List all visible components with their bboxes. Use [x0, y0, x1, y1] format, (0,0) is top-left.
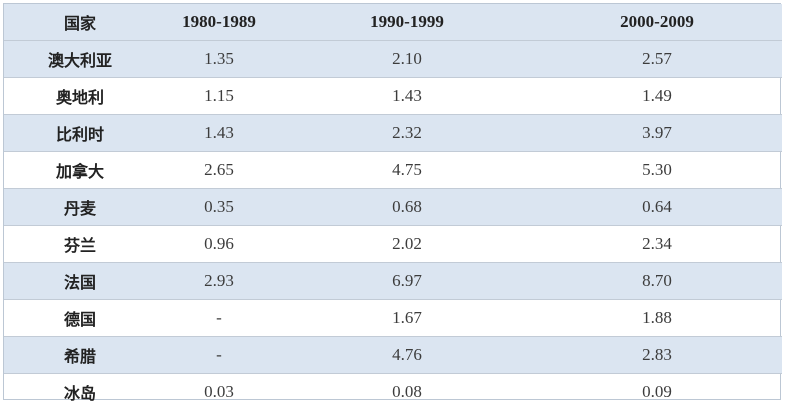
header-1990-1999: 1990-1999 — [282, 4, 532, 41]
value-cell: 4.76 — [282, 337, 532, 374]
header-country: 国家 — [4, 4, 156, 41]
value-cell: 2.57 — [532, 41, 782, 78]
value-cell: 4.75 — [282, 152, 532, 189]
value-cell: 8.70 — [532, 263, 782, 300]
value-cell: 0.09 — [532, 374, 782, 410]
value-cell: 1.43 — [156, 115, 282, 152]
country-cell: 比利时 — [4, 115, 156, 152]
value-cell: 1.43 — [282, 78, 532, 115]
value-cell: 1.88 — [532, 300, 782, 337]
value-cell: 2.93 — [156, 263, 282, 300]
value-cell: 0.03 — [156, 374, 282, 410]
table-header-row: 国家 1980-1989 1990-1999 2000-2009 — [4, 4, 782, 41]
value-cell: 0.08 — [282, 374, 532, 410]
country-cell: 冰岛 — [4, 374, 156, 410]
value-cell: 5.30 — [532, 152, 782, 189]
value-cell: 2.83 — [532, 337, 782, 374]
header-2000-2009: 2000-2009 — [532, 4, 782, 41]
value-cell: - — [156, 337, 282, 374]
value-cell: 0.68 — [282, 189, 532, 226]
header-1980-1989: 1980-1989 — [156, 4, 282, 41]
country-cell: 丹麦 — [4, 189, 156, 226]
value-cell: 0.35 — [156, 189, 282, 226]
value-cell: 1.35 — [156, 41, 282, 78]
value-cell: 1.15 — [156, 78, 282, 115]
value-cell: 6.97 — [282, 263, 532, 300]
country-cell: 法国 — [4, 263, 156, 300]
value-cell: - — [156, 300, 282, 337]
value-cell: 2.65 — [156, 152, 282, 189]
value-cell: 0.64 — [532, 189, 782, 226]
country-cell: 德国 — [4, 300, 156, 337]
country-cell: 奥地利 — [4, 78, 156, 115]
value-cell: 2.34 — [532, 226, 782, 263]
value-cell: 0.96 — [156, 226, 282, 263]
value-cell: 3.97 — [532, 115, 782, 152]
country-cell: 希腊 — [4, 337, 156, 374]
value-cell: 2.02 — [282, 226, 532, 263]
value-cell: 1.67 — [282, 300, 532, 337]
value-cell: 2.10 — [282, 41, 532, 78]
country-cell: 澳大利亚 — [4, 41, 156, 78]
country-cell: 芬兰 — [4, 226, 156, 263]
value-cell: 2.32 — [282, 115, 532, 152]
country-cell: 加拿大 — [4, 152, 156, 189]
value-cell: 1.49 — [532, 78, 782, 115]
